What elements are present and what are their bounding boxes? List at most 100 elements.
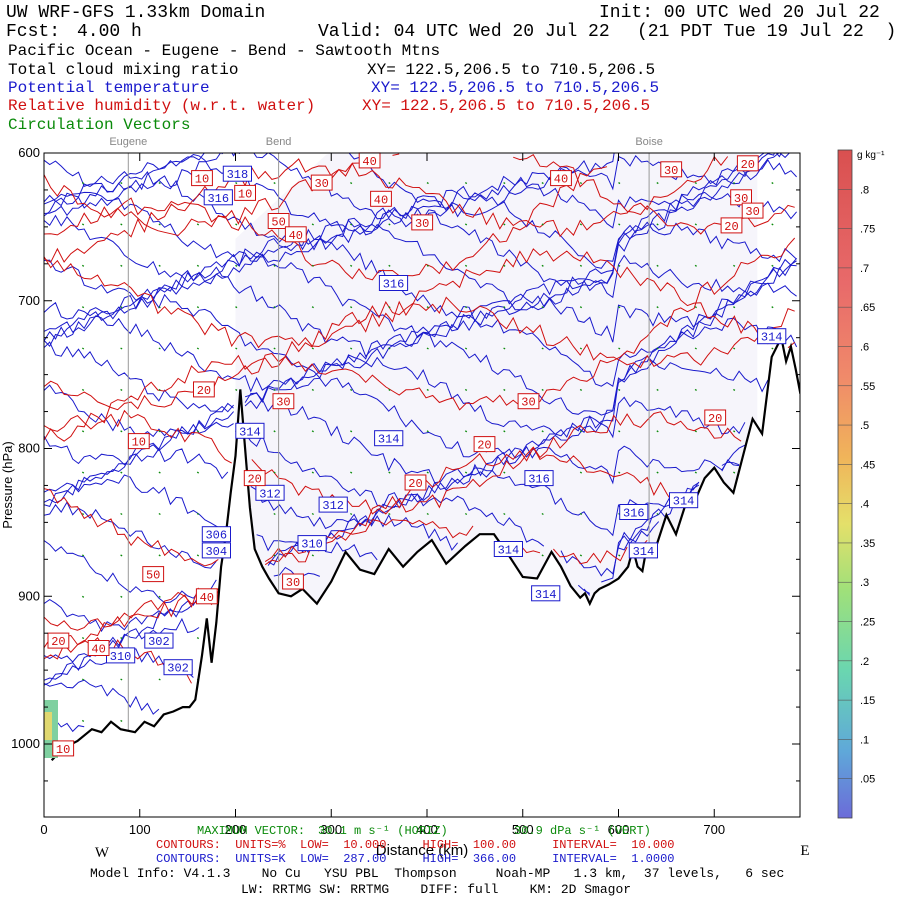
rh-label-text: 30 xyxy=(664,164,678,178)
vector-arrow xyxy=(579,471,583,474)
rh-label: 20 xyxy=(736,155,759,172)
vector-arrow xyxy=(618,554,621,557)
rh-label-text: 40 xyxy=(374,193,388,207)
theta-label-box xyxy=(144,632,174,649)
y-tick-label: 1000 xyxy=(11,736,40,751)
theta-label: 314 xyxy=(374,430,404,447)
rh-label-text: 10 xyxy=(238,187,252,201)
rh-label: 40 xyxy=(87,640,110,657)
vector-arrow xyxy=(311,430,314,433)
vector-arrow xyxy=(503,264,506,267)
vector-arrow xyxy=(694,430,697,433)
field-theta-label: Potential temperature xyxy=(8,79,210,97)
vector-arrow xyxy=(235,223,238,226)
vector-arrow xyxy=(311,223,314,226)
vector-arrow xyxy=(618,430,621,433)
theta-label: 314 xyxy=(493,541,523,558)
vector-arrow xyxy=(235,306,238,309)
colorbar-tick-label: .75 xyxy=(860,224,875,236)
theta-label-box xyxy=(669,492,699,509)
vector-arrow xyxy=(158,595,161,598)
theta-label-box xyxy=(531,585,561,602)
vector-arrow xyxy=(350,512,353,516)
rh-label-box xyxy=(193,381,215,398)
rh-contour xyxy=(44,296,795,411)
rh-label: 40 xyxy=(370,190,392,207)
rh-label-box xyxy=(87,640,110,656)
rh-label: 40 xyxy=(358,152,381,169)
vector-arrow xyxy=(694,388,697,391)
theta-label-box xyxy=(378,275,409,291)
colorbar-tick-label: .4 xyxy=(860,499,869,511)
vector-arrow xyxy=(579,182,583,185)
vector-arrow xyxy=(158,306,161,309)
vector-arrow xyxy=(120,719,123,722)
vector-arrow xyxy=(388,388,391,391)
theta-label-text: 316 xyxy=(207,192,229,206)
theta-label: 312 xyxy=(318,496,348,513)
vector-arrow xyxy=(311,512,314,516)
vector-arrow xyxy=(733,471,736,474)
theta-label: 316 xyxy=(203,189,233,206)
location-label-bend: Bend xyxy=(266,136,292,148)
rh-contour xyxy=(44,446,695,567)
vector-arrow xyxy=(464,388,468,391)
vector-arrow xyxy=(273,388,276,391)
rh-label-box xyxy=(370,190,392,207)
rh-label-text: 40 xyxy=(554,173,568,187)
theta-label-box xyxy=(201,542,232,559)
vector-arrow xyxy=(464,471,468,474)
rh-label: 40 xyxy=(284,226,307,243)
rh-label-box xyxy=(720,217,743,234)
vector-arrow xyxy=(158,512,161,516)
vector-arrow xyxy=(579,306,583,309)
vector-arrow xyxy=(618,347,621,350)
vector-arrow xyxy=(771,182,774,185)
theta-contour xyxy=(44,679,160,715)
rh-label-text: 20 xyxy=(708,412,722,426)
theta-label: 314 xyxy=(531,585,561,602)
vector-arrow xyxy=(158,554,161,557)
vector-arrow xyxy=(388,471,391,474)
colorbar-tick-label: .7 xyxy=(860,263,869,275)
theta-contour-info: CONTOURS: UNITS=K LOW= 287.00 HIGH= 366.… xyxy=(156,852,675,866)
vector-arrow xyxy=(273,306,276,309)
vector-arrow xyxy=(273,471,276,474)
theta-label-text: 314 xyxy=(535,588,557,602)
rh-label-box xyxy=(47,632,70,649)
rh-label-text: 50 xyxy=(271,216,285,230)
vector-arrow xyxy=(618,388,621,391)
theta-label-text: 318 xyxy=(227,168,249,182)
rh-label-text: 30 xyxy=(521,396,535,410)
vector-arrow xyxy=(541,347,544,350)
theta-label-text: 312 xyxy=(322,499,344,513)
vector-arrow xyxy=(464,347,468,350)
theta-label: 302 xyxy=(144,632,174,649)
vector-arrow xyxy=(120,471,123,474)
vector-arrow xyxy=(81,430,85,433)
theta-label-box xyxy=(163,659,193,676)
theta-label: 312 xyxy=(255,484,285,501)
rh-label-text: 50 xyxy=(146,569,160,583)
x-tick-label: 700 xyxy=(703,822,725,837)
rh-label-box xyxy=(272,393,295,410)
vector-arrow xyxy=(120,388,123,391)
rh-label-text: 40 xyxy=(362,155,376,169)
vector-arrow xyxy=(771,347,774,350)
theta-label-text: 314 xyxy=(239,425,261,439)
vector-arrow xyxy=(426,306,429,309)
vector-arrow xyxy=(81,223,85,226)
vector-arrow xyxy=(158,264,161,267)
vector-arrow xyxy=(350,388,353,391)
vector-arrow xyxy=(656,264,659,267)
vector-arrow xyxy=(733,388,736,391)
theta-label: 318 xyxy=(222,165,253,182)
rh-label-box xyxy=(310,174,333,191)
theta-label-text: 312 xyxy=(259,487,281,501)
field-vectors-label: Circulation Vectors xyxy=(8,116,191,134)
rh-label: 50 xyxy=(142,566,165,583)
vector-arrow xyxy=(81,264,85,267)
rh-label-box xyxy=(243,470,266,487)
vector-arrow xyxy=(196,471,200,474)
rh-label-box xyxy=(127,433,150,450)
